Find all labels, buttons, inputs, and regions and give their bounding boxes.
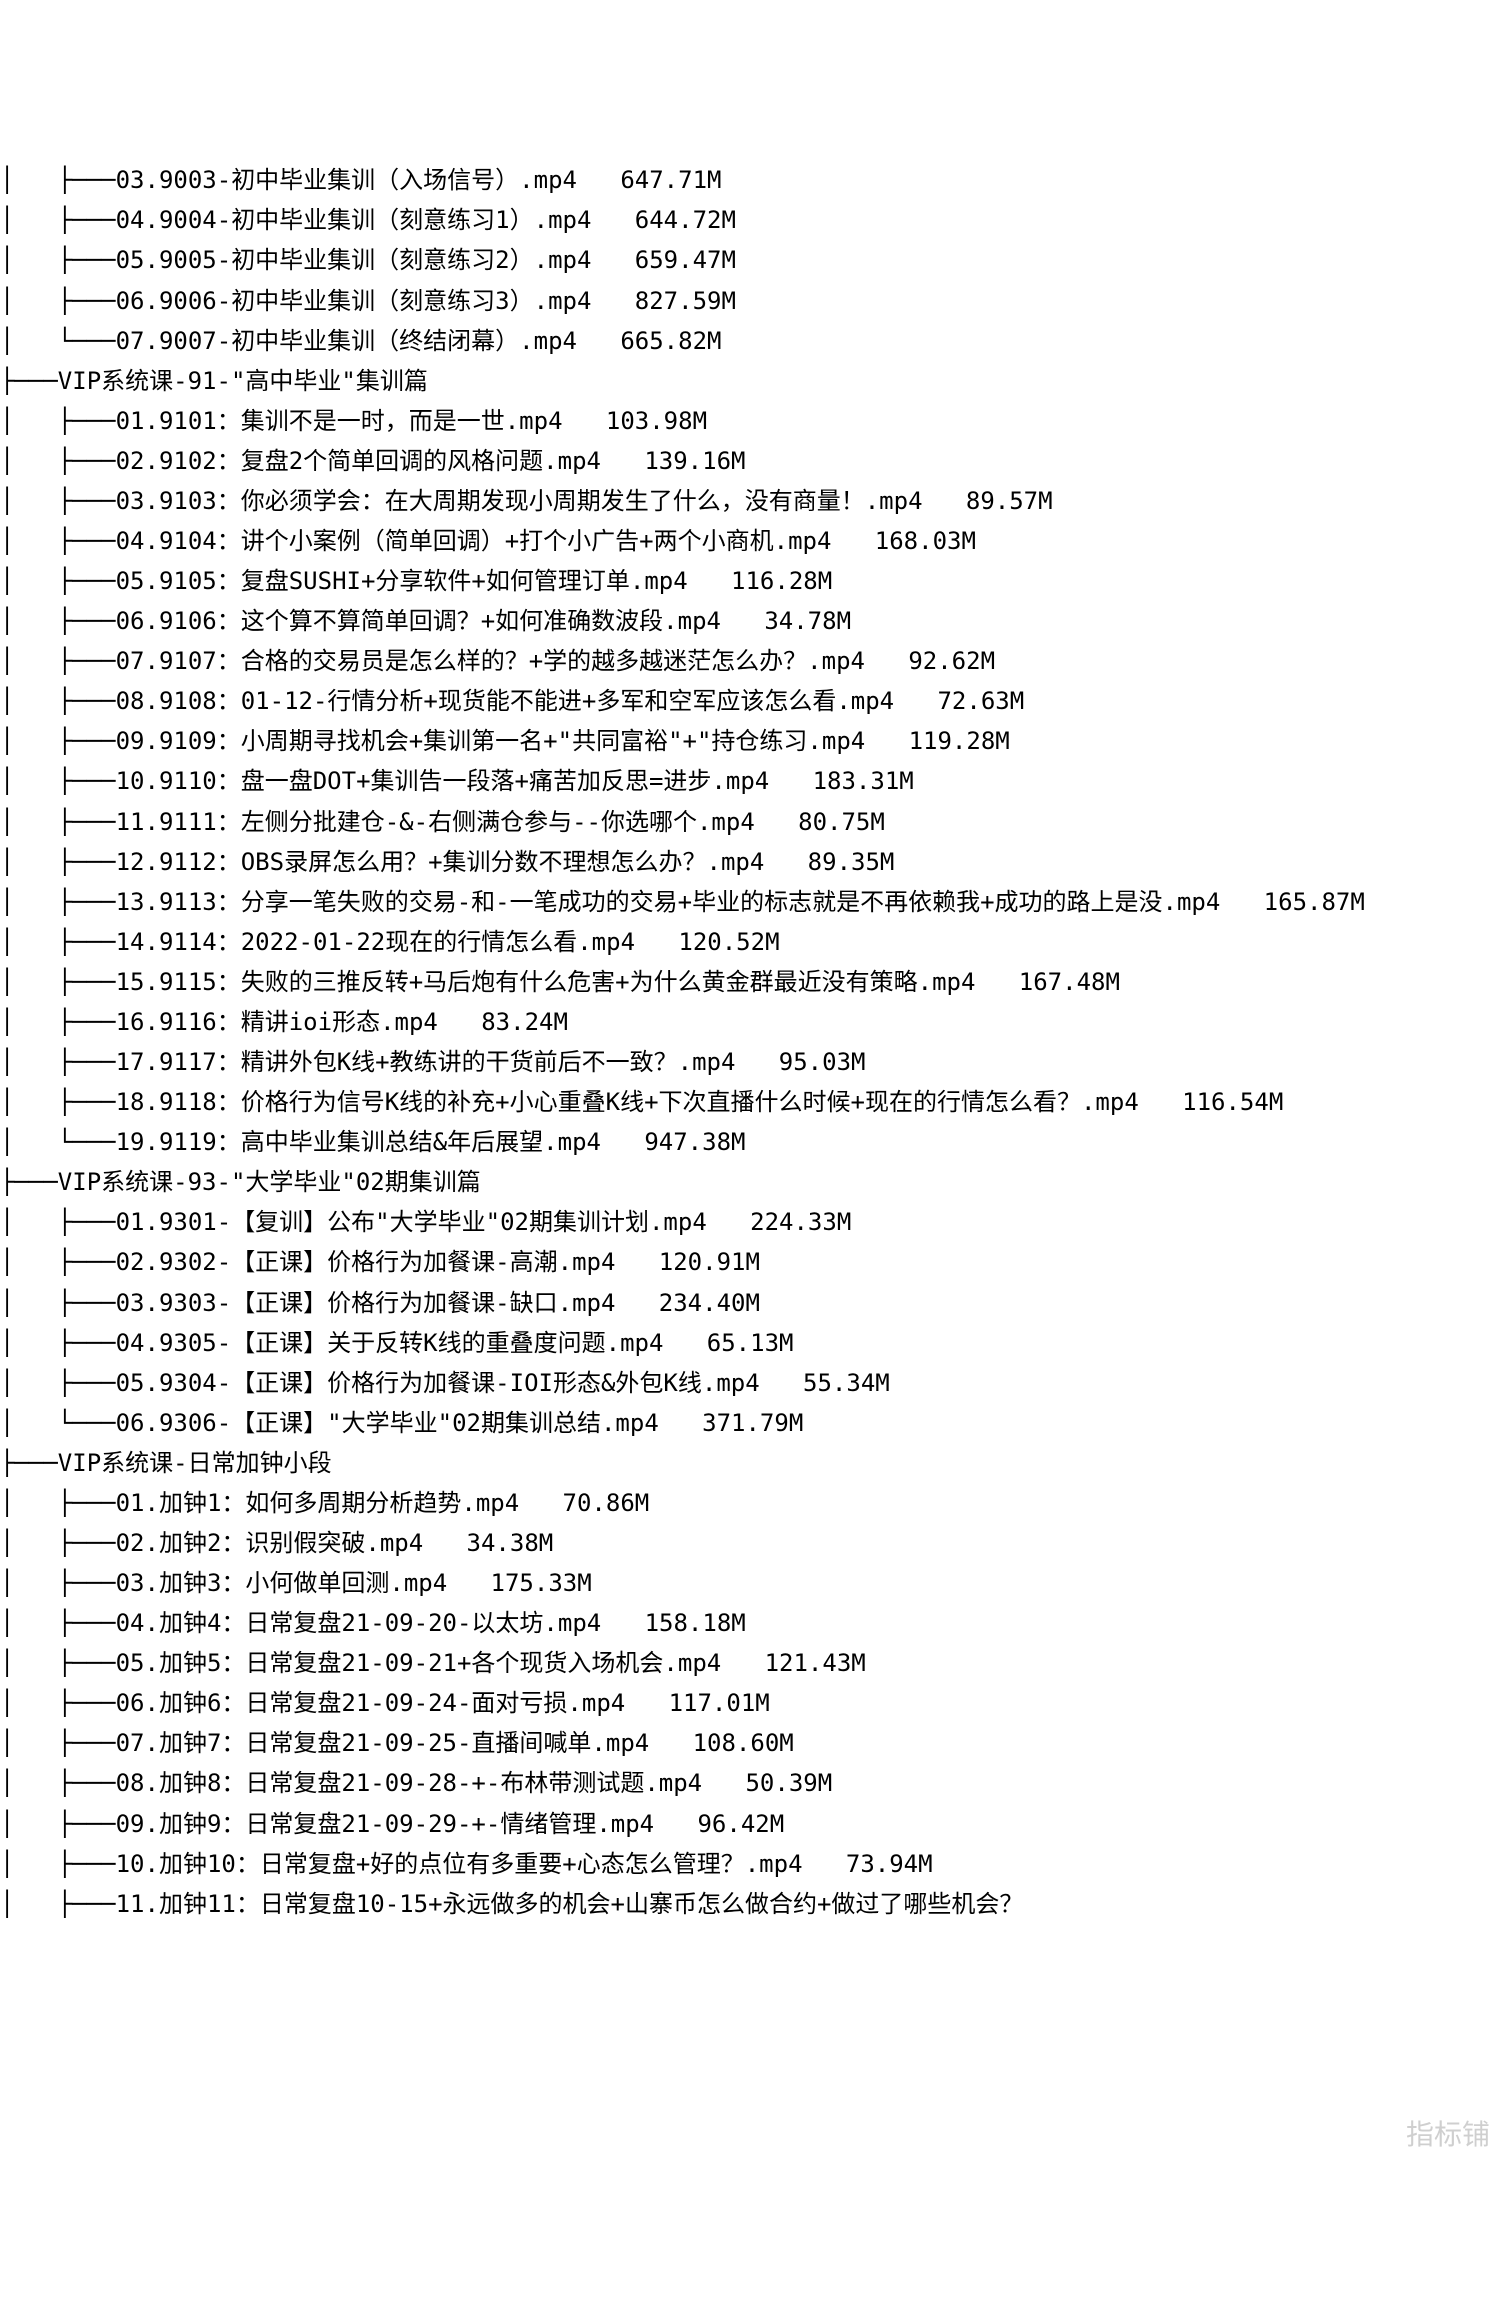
tree-line: │ ├───16.9116：精讲ioi形态.mp4 83.24M <box>0 1002 1500 1042</box>
tree-line: │ ├───17.9117：精讲外包K线+教练讲的干货前后不一致？.mp4 95… <box>0 1042 1500 1082</box>
tree-line: │ ├───03.加钟3：小何做单回测.mp4 175.33M <box>0 1563 1500 1603</box>
tree-line: ├───VIP系统课-91-"高中毕业"集训篇 <box>0 361 1500 401</box>
tree-line: │ ├───07.加钟7：日常复盘21-09-25-直播间喊单.mp4 108.… <box>0 1723 1500 1763</box>
tree-line: │ ├───12.9112：OBS录屏怎么用？+集训分数不理想怎么办？.mp4 … <box>0 842 1500 882</box>
tree-line: │ ├───01.9101：集训不是一时，而是一世.mp4 103.98M <box>0 401 1500 441</box>
tree-line: │ └───07.9007-初中毕业集训（终结闭幕）.mp4 665.82M <box>0 321 1500 361</box>
tree-line: │ ├───05.加钟5：日常复盘21-09-21+各个现货入场机会.mp4 1… <box>0 1643 1500 1683</box>
tree-line: │ ├───14.9114：2022-01-22现在的行情怎么看.mp4 120… <box>0 922 1500 962</box>
tree-line: │ ├───03.9003-初中毕业集训（入场信号）.mp4 647.71M <box>0 160 1500 200</box>
tree-line: │ ├───02.9302-【正课】价格行为加餐课-高潮.mp4 120.91M <box>0 1242 1500 1282</box>
tree-line: │ ├───09.9109：小周期寻找机会+集训第一名+"共同富裕"+"持仓练习… <box>0 721 1500 761</box>
tree-line: │ ├───15.9115：失败的三推反转+马后炮有什么危害+为什么黄金群最近没… <box>0 962 1500 1002</box>
tree-line: │ ├───05.9005-初中毕业集训（刻意练习2）.mp4 659.47M <box>0 240 1500 280</box>
tree-line: │ └───19.9119：高中毕业集训总结&年后展望.mp4 947.38M <box>0 1122 1500 1162</box>
tree-line: │ └───06.9306-【正课】"大学毕业"02期集训总结.mp4 371.… <box>0 1403 1500 1443</box>
tree-line: │ ├───01.9301-【复训】公布"大学毕业"02期集训计划.mp4 22… <box>0 1202 1500 1242</box>
tree-line: │ ├───05.9304-【正课】价格行为加餐课-IOI形态&外包K线.mp4… <box>0 1363 1500 1403</box>
tree-line: │ ├───08.加钟8：日常复盘21-09-28-+-布林带测试题.mp4 5… <box>0 1763 1500 1803</box>
tree-line: │ ├───04.9104：讲个小案例（简单回调）+打个小广告+两个小商机.mp… <box>0 521 1500 561</box>
tree-line: │ ├───04.加钟4：日常复盘21-09-20-以太坊.mp4 158.18… <box>0 1603 1500 1643</box>
tree-line: │ ├───10.加钟10：日常复盘+好的点位有多重要+心态怎么管理？.mp4 … <box>0 1844 1500 1884</box>
tree-line: │ ├───11.9111：左侧分批建仓-&-右侧满仓参与--你选哪个.mp4 … <box>0 802 1500 842</box>
tree-line: │ ├───02.9102：复盘2个简单回调的风格问题.mp4 139.16M <box>0 441 1500 481</box>
tree-line: │ ├───01.加钟1：如何多周期分析趋势.mp4 70.86M <box>0 1483 1500 1523</box>
tree-line: │ ├───03.9103：你必须学会：在大周期发现小周期发生了什么，没有商量！… <box>0 481 1500 521</box>
tree-line: │ ├───11.加钟11：日常复盘10-15+永远做多的机会+山寨币怎么做合约… <box>0 1884 1500 1924</box>
tree-line: ├───VIP系统课-93-"大学毕业"02期集训篇 <box>0 1162 1500 1202</box>
tree-line: │ ├───13.9113：分享一笔失败的交易-和-一笔成功的交易+毕业的标志就… <box>0 882 1500 922</box>
tree-line: │ ├───06.9106：这个算不算简单回调？+如何准确数波段.mp4 34.… <box>0 601 1500 641</box>
tree-line: │ ├───06.加钟6：日常复盘21-09-24-面对亏损.mp4 117.0… <box>0 1683 1500 1723</box>
tree-line: │ ├───10.9110：盘一盘DOT+集训告一段落+痛苦加反思=进步.mp4… <box>0 761 1500 801</box>
watermark-text: 指标铺 <box>1406 2112 1490 2159</box>
tree-line: │ ├───05.9105：复盘SUSHI+分享软件+如何管理订单.mp4 11… <box>0 561 1500 601</box>
tree-line: │ ├───09.加钟9：日常复盘21-09-29-+-情绪管理.mp4 96.… <box>0 1804 1500 1844</box>
tree-line: │ ├───07.9107：合格的交易员是怎么样的？+学的越多越迷茫怎么办？.m… <box>0 641 1500 681</box>
tree-line: │ ├───03.9303-【正课】价格行为加餐课-缺口.mp4 234.40M <box>0 1283 1500 1323</box>
file-tree-listing: │ ├───03.9003-初中毕业集训（入场信号）.mp4 647.71M│ … <box>0 160 1500 1923</box>
tree-line: │ ├───08.9108：01-12-行情分析+现货能不能进+多军和空军应该怎… <box>0 681 1500 721</box>
tree-line: │ ├───04.9004-初中毕业集训（刻意练习1）.mp4 644.72M <box>0 200 1500 240</box>
tree-line: │ ├───02.加钟2：识别假突破.mp4 34.38M <box>0 1523 1500 1563</box>
tree-line: │ ├───06.9006-初中毕业集训（刻意练习3）.mp4 827.59M <box>0 281 1500 321</box>
tree-line: │ ├───04.9305-【正课】关于反转K线的重叠度问题.mp4 65.13… <box>0 1323 1500 1363</box>
tree-line: ├───VIP系统课-日常加钟小段 <box>0 1443 1500 1483</box>
tree-line: │ ├───18.9118：价格行为信号K线的补充+小心重叠K线+下次直播什么时… <box>0 1082 1500 1122</box>
